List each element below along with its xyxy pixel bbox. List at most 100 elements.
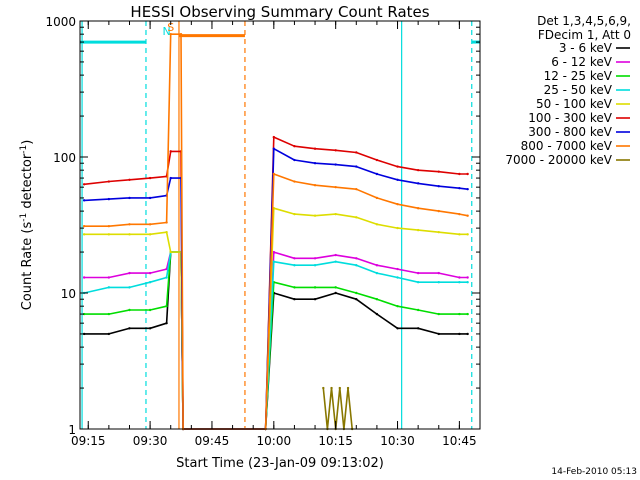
legend-header-line-2: FDecim 1, Att 0	[538, 28, 631, 42]
data-point-12-25-kev-19	[458, 312, 461, 316]
data-point-50-100-kev-15	[375, 223, 379, 226]
data-point-6-12-kev-11	[293, 257, 296, 260]
data-point-25-50-kev-20	[466, 281, 469, 284]
series-line-6-12-kev	[84, 251, 468, 430]
series-line-800-7000-kev	[84, 33, 468, 430]
x-tick-label-0945: 09:45	[195, 434, 230, 448]
data-point-100-300-kev-19	[458, 172, 461, 176]
data-point-800-7000-kev-11	[293, 180, 296, 183]
data-point-300-800-kev-12	[313, 162, 317, 165]
x-tick-label-0915: 09:15	[71, 434, 106, 448]
series-line-3-6-kev	[84, 251, 468, 430]
data-point-50-100-kev-4	[148, 233, 152, 236]
data-point-300-800-kev-19	[458, 186, 461, 190]
data-point-6-12-kev-19	[458, 276, 461, 279]
data-point-7000-20000-kev-7	[346, 386, 350, 390]
data-point-12-25-kev-16	[396, 304, 399, 308]
legend-header-line-1: Det 1,3,4,5,6,9,	[537, 14, 631, 28]
data-point-6-12-kev-17	[416, 271, 420, 275]
data-point-100-300-kev-12	[313, 147, 317, 150]
x-axis-label: Start Time (23-Jan-09 09:13:02)	[176, 456, 384, 471]
data-point-50-100-kev-17	[416, 228, 420, 232]
data-point-7000-20000-kev-1	[322, 386, 325, 390]
data-point-12-25-kev-20	[466, 312, 469, 316]
data-point-300-800-kev-15	[375, 172, 379, 176]
series-line-7000-20000-kev	[322, 387, 353, 430]
data-point-6-12-kev-20	[466, 276, 469, 279]
y-tick-label-1000: 1000	[45, 15, 76, 29]
data-point-800-7000-kev-20	[466, 214, 469, 217]
data-point-12-25-kev-15	[375, 298, 379, 301]
data-point-50-100-kev-2	[107, 233, 111, 236]
data-point-100-300-kev-10	[272, 135, 276, 139]
data-point-100-300-kev-11	[293, 145, 296, 148]
data-point-100-300-kev-16	[396, 165, 399, 168]
data-point-12-25-kev-11	[293, 286, 296, 289]
data-point-12-25-kev-13	[334, 286, 337, 289]
data-point-100-300-kev-2	[107, 180, 111, 183]
data-point-25-50-kev-19	[458, 281, 461, 284]
data-point-800-7000-kev-16	[396, 202, 399, 206]
data-point-50-100-kev-20	[466, 233, 469, 236]
data-point-300-800-kev-16	[396, 178, 399, 181]
data-point-100-300-kev-3	[128, 178, 131, 181]
x-tick-label-1045: 10:45	[442, 434, 477, 448]
data-point-800-7000-kev-2	[107, 224, 111, 228]
data-point-3-6-kev-3	[128, 327, 131, 330]
marker-N: N	[162, 25, 170, 38]
x-tick-label-1015: 10:15	[318, 434, 353, 448]
data-point-300-800-kev-6	[169, 176, 172, 180]
plot-layer: NS	[80, 21, 480, 431]
data-point-300-800-kev-13	[334, 163, 337, 166]
data-point-100-300-kev-17	[416, 168, 420, 172]
data-point-800-7000-kev-17	[416, 207, 420, 210]
data-point-800-7000-kev-3	[128, 223, 131, 226]
data-point-12-25-kev-14	[355, 291, 358, 295]
footer-timestamp: 14-Feb-2010 05:13	[551, 467, 637, 477]
data-point-25-50-kev-14	[355, 264, 358, 267]
data-point-6-12-kev-10	[272, 250, 276, 254]
data-point-6-12-kev-14	[355, 257, 358, 260]
data-point-300-800-kev-17	[416, 182, 420, 185]
legend-label-12-25-kev: 12 - 25 keV	[544, 69, 613, 83]
data-point-12-25-kev-1	[82, 312, 86, 316]
data-point-3-6-kev-2	[107, 332, 111, 336]
legend-label-6-12-kev: 6 - 12 keV	[551, 55, 613, 69]
data-point-800-7000-kev-1	[82, 224, 86, 228]
y-axis-label: Count Rate (s-1 detector-1)	[19, 140, 35, 311]
data-point-800-7000-kev-10	[272, 172, 276, 176]
data-point-6-12-kev-15	[375, 264, 379, 267]
data-point-7000-20000-kev-5	[338, 386, 341, 390]
data-point-12-25-kev-4	[148, 308, 152, 312]
data-point-6-12-kev-18	[437, 271, 440, 275]
series-line-12-25-kev	[84, 251, 468, 430]
data-point-25-50-kev-12	[313, 264, 317, 267]
data-point-100-300-kev-6	[169, 150, 172, 153]
data-point-3-6-kev-13	[334, 291, 337, 295]
data-point-300-800-kev-11	[293, 158, 296, 162]
data-point-50-100-kev-19	[458, 233, 461, 236]
data-point-3-6-kev-11	[293, 298, 296, 301]
data-point-12-25-kev-2	[107, 312, 111, 316]
data-point-3-6-kev-1	[82, 332, 86, 336]
data-point-100-300-kev-13	[334, 149, 337, 152]
data-point-3-6-kev-19	[458, 332, 461, 336]
data-point-800-7000-kev-13	[334, 185, 337, 189]
data-point-25-50-kev-5	[165, 276, 168, 279]
data-point-100-300-kev-4	[148, 176, 152, 180]
data-point-25-50-kev-18	[437, 281, 440, 284]
marker-S: S	[167, 21, 174, 34]
data-point-3-6-kev-14	[355, 298, 358, 301]
data-point-6-12-kev-3	[128, 271, 131, 275]
x-tick-label-1030: 10:30	[380, 434, 415, 448]
data-point-300-800-kev-1	[82, 199, 86, 202]
data-point-25-50-kev-16	[396, 276, 399, 279]
legend: Det 1,3,4,5,6,9, FDecim 1, Att 0 3 - 6 k…	[505, 14, 631, 167]
data-point-300-800-kev-3	[128, 196, 131, 200]
data-point-50-100-kev-3	[128, 233, 131, 236]
data-point-800-7000-kev-12	[313, 184, 317, 187]
data-point-6-12-kev-2	[107, 276, 111, 279]
data-point-3-6-kev-4	[148, 327, 152, 330]
data-point-800-7000-kev-18	[437, 209, 440, 213]
